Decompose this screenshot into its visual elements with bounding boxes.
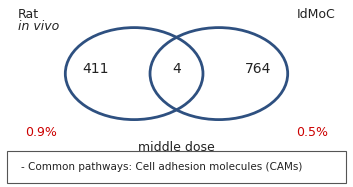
Text: 0.5%: 0.5% <box>296 126 328 139</box>
Text: Rat: Rat <box>18 8 39 21</box>
Text: 0.9%: 0.9% <box>25 126 56 139</box>
Text: middle dose: middle dose <box>138 141 215 154</box>
Text: IdMoC: IdMoC <box>297 8 335 21</box>
Text: - Common pathways: Cell adhesion molecules (CAMs): - Common pathways: Cell adhesion molecul… <box>20 162 302 172</box>
Text: 764: 764 <box>245 62 271 76</box>
Text: in vivo: in vivo <box>18 20 59 33</box>
FancyBboxPatch shape <box>7 151 346 183</box>
Text: 4: 4 <box>172 62 181 76</box>
Text: 411: 411 <box>82 62 109 76</box>
